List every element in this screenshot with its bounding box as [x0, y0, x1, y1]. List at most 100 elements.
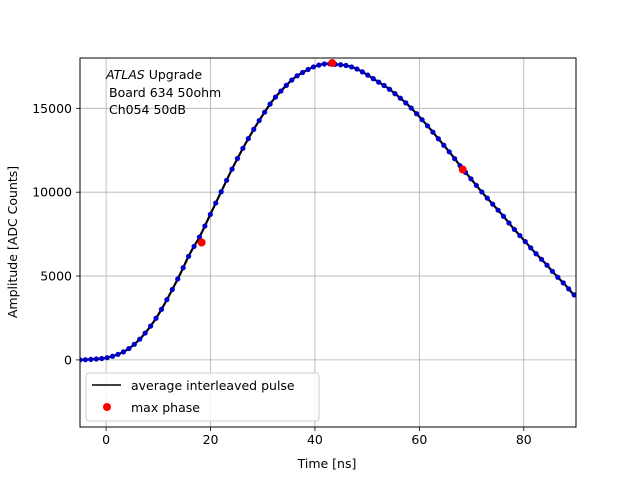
pulse-sample-point: [321, 61, 327, 67]
pulse-sample-point: [424, 123, 431, 129]
pulse-sample-point: [251, 126, 257, 132]
pulse-sample-point: [392, 90, 398, 97]
pulse-sample-point: [153, 315, 159, 321]
y-tick-label: 5000: [40, 269, 72, 284]
pulse-sample-point: [408, 105, 414, 111]
pulse-sample-point: [381, 82, 387, 89]
pulse-sample-point: [354, 66, 360, 72]
pulse-sample-point: [386, 86, 393, 92]
pulse-sample-point: [348, 64, 355, 70]
x-axis-label: Time [ns]: [297, 456, 357, 471]
pulse-sample-point: [500, 213, 507, 219]
pulse-sample-point: [484, 195, 490, 201]
legend-box: [85, 372, 320, 422]
pulse-sample-point: [104, 355, 110, 361]
pulse-sample-point: [289, 77, 295, 83]
legend-entry-pulse: average interleaved pulse: [131, 378, 295, 393]
y-tick-label: 15000: [32, 101, 72, 116]
axes-frame: [79, 57, 577, 428]
annotation: ATLAS Upgrade Board 634 50ohm Ch054 50dB: [105, 67, 221, 117]
pulse-sample-point: [175, 276, 181, 282]
plot-area: [80, 59, 576, 363]
annotation-italic: ATLAS: [105, 67, 145, 82]
pulse-sample-point: [88, 356, 94, 362]
pulse-sample-point: [109, 353, 116, 359]
pulse-sample-point: [376, 79, 382, 85]
pulse-sample-point: [224, 177, 230, 183]
max-phase-point: [328, 59, 337, 68]
pulse-sample-point: [560, 280, 566, 286]
pulse-sample-point: [549, 268, 556, 274]
pulse-sample-point: [272, 94, 279, 100]
pulse-sample-point: [473, 182, 479, 189]
pulse-sample-point: [365, 72, 371, 78]
pulse-sample-point: [180, 265, 186, 271]
pulse-sample-point: [126, 345, 132, 352]
pulse-sample-point: [511, 226, 517, 233]
pulse-sample-point: [430, 129, 436, 135]
max-phase-point: [197, 238, 206, 247]
annotation-line2: Board 634 50ohm: [109, 85, 221, 100]
pulse-sample-point: [80, 357, 83, 363]
pulse-sample-point: [234, 155, 241, 162]
pulse-sample-point: [370, 76, 376, 82]
annotation-rest: Upgrade: [145, 67, 203, 82]
pulse-sample-point: [202, 223, 208, 229]
pulse-sample-point: [435, 136, 441, 142]
pulse-sample-point: [310, 64, 317, 70]
pulse-sample-point: [495, 207, 501, 213]
pulse-sample-point: [158, 306, 165, 312]
pulse-sample-point: [397, 95, 403, 101]
pulse-sample-point: [538, 256, 545, 262]
pulse-sample-point: [93, 356, 99, 362]
pulse-sample-point: [517, 232, 523, 239]
pulse-sample-point: [262, 109, 268, 115]
legend-entry-max-phase: max phase: [131, 400, 200, 415]
pulse-sample-point: [419, 117, 425, 123]
pulse-sample-point: [191, 243, 197, 250]
legend-marker-swatch: [103, 403, 111, 411]
x-tick-label: 0: [102, 432, 110, 447]
pulse-sample-point: [169, 286, 175, 293]
x-tick-label: 20: [203, 432, 219, 447]
y-axis-label: Amplitude [ADC Counts]: [5, 166, 20, 318]
y-tick-label: 10000: [32, 185, 72, 200]
pulse-sample-point: [142, 330, 148, 336]
pulse-sample-point: [571, 292, 576, 298]
pulse-sample-point: [147, 323, 154, 329]
x-axis-ticks: 0 20 40 60 80: [102, 427, 532, 447]
pulse-sample-point: [506, 220, 512, 226]
y-axis-ticks: 0 5000 10000 15000: [32, 101, 80, 367]
pulse-sample-point: [522, 239, 528, 245]
pulse-sample-point: [316, 62, 322, 68]
pulse-sample-point: [555, 274, 561, 280]
pulse-sample-point: [115, 351, 121, 357]
pulse-sample-point: [479, 189, 485, 195]
pulse-sample-point: [164, 297, 170, 303]
pulse-sample-point: [528, 245, 534, 251]
pulse-sample-point: [446, 149, 452, 155]
pulse-sample-point: [185, 253, 192, 259]
pulse-sample-point: [256, 117, 262, 124]
pulse-sample-point: [229, 166, 235, 172]
y-tick-label: 0: [64, 352, 72, 367]
pulse-sample-point: [338, 62, 344, 68]
pulse-sample-point: [82, 357, 89, 363]
x-tick-label: 40: [307, 432, 323, 447]
pulse-sample-point: [490, 201, 496, 207]
pulse-sample-point: [207, 211, 213, 218]
pulse-sample-point: [218, 189, 224, 195]
pulse-sample-point: [566, 286, 572, 292]
pulse-sample-point: [343, 62, 349, 69]
pulse-sample-point: [240, 145, 246, 151]
pulse-sample-point: [278, 88, 284, 94]
legend: average interleaved pulse max phase: [85, 372, 320, 422]
pulse-sample-point: [267, 101, 273, 107]
pulse-sample-point: [403, 100, 409, 106]
pulse-sample-point: [245, 136, 251, 142]
x-tick-label: 60: [411, 432, 427, 447]
annotation-line1: ATLAS Upgrade: [105, 67, 202, 82]
pulse-sample-point: [300, 69, 306, 76]
pulse-sample-point: [359, 69, 365, 75]
